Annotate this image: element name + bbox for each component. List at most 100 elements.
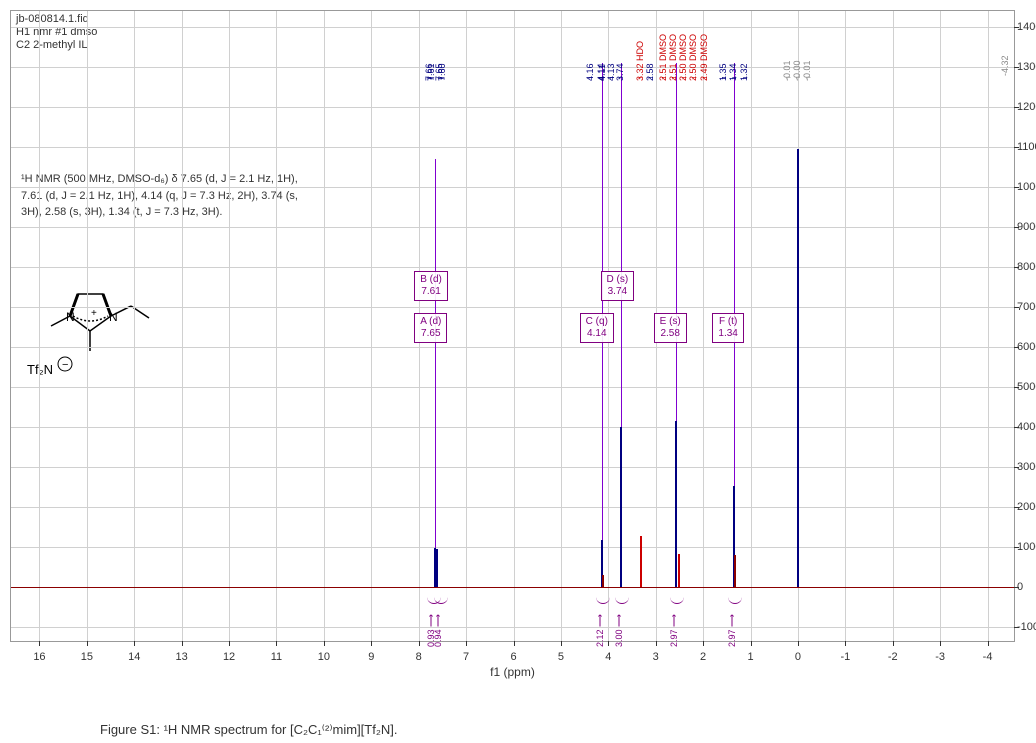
peak-box-val: 3.74 [607, 286, 629, 298]
y-tick-label: 1000 [1017, 541, 1036, 553]
peak-box-name: C (q) [586, 316, 608, 328]
peak-label-box: E (s)2.58 [654, 313, 687, 343]
x-tick-mark [893, 641, 894, 646]
x-tick-mark [39, 641, 40, 646]
peak-bracket: ⌐ [588, 73, 593, 82]
x-tick-label: 14 [128, 651, 140, 663]
y-tick-mark [1014, 427, 1019, 428]
y-tick-mark [1014, 627, 1019, 628]
nmr-peak [797, 149, 799, 587]
peak-marker-line [734, 63, 735, 486]
x-tick-mark [751, 641, 752, 646]
peak-bracket: ⌐ [786, 73, 791, 82]
nmr-peak [734, 555, 736, 587]
x-tick-label: 5 [558, 651, 564, 663]
peak-bracket: ⌐ [692, 73, 697, 82]
y-tick-mark [1014, 27, 1019, 28]
y-tick-mark [1014, 387, 1019, 388]
x-tick-mark [514, 641, 515, 646]
grid-h [11, 107, 1014, 108]
grid-h [11, 627, 1014, 628]
x-tick-mark [608, 641, 609, 646]
peak-box-name: B (d) [420, 274, 442, 286]
nmr-peak [640, 536, 642, 587]
peak-label-box: A (d)7.65 [414, 313, 447, 343]
x-tick-label: 8 [416, 651, 422, 663]
grid-h [11, 507, 1014, 508]
peak-bracket: ⌐ [672, 73, 677, 82]
x-tick-label: 15 [81, 651, 93, 663]
x-tick-label: 16 [33, 651, 45, 663]
y-tick-label: 13000 [1017, 61, 1036, 73]
integral-label: 3.00 ⟶ [614, 614, 625, 647]
x-tick-label: 13 [176, 651, 188, 663]
desc-line-1: ¹H NMR (500 MHz, DMSO-d₆) δ 7.65 (d, J =… [21, 171, 298, 188]
y-tick-mark [1014, 267, 1019, 268]
nmr-peak [436, 549, 438, 587]
peak-box-val: 7.61 [420, 286, 442, 298]
x-tick-label: -4 [983, 651, 993, 663]
x-tick-label: -2 [888, 651, 898, 663]
integral-curve [615, 594, 629, 604]
peak-bracket: ⌐ [722, 73, 727, 82]
peak-bracket: ⌐ [732, 73, 737, 82]
x-tick-mark [466, 641, 467, 646]
x-tick-label: 3 [653, 651, 659, 663]
x-tick-label: 10 [318, 651, 330, 663]
grid-h [11, 347, 1014, 348]
integral-label: 2.12 ⟶ [595, 614, 606, 647]
x-tick-label: -1 [840, 651, 850, 663]
peak-bracket: ⌐ [682, 73, 687, 82]
y-tick-mark [1014, 227, 1019, 228]
header-line-1: jb-080814.1.fid [16, 13, 89, 25]
y-tick-label: 0 [1017, 581, 1036, 593]
peak-box-val: 4.14 [586, 328, 608, 340]
y-tick-label: 9000 [1017, 221, 1036, 233]
svg-text:+: + [91, 308, 97, 319]
peak-label-box: D (s)3.74 [601, 271, 635, 301]
grid-h [11, 267, 1014, 268]
peak-bracket: ⌐ [638, 73, 643, 82]
peak-bracket: ⌐ [743, 73, 748, 82]
desc-line-3: 3H), 2.58 (s, 3H), 1.34 (t, J = 7.3 Hz, … [21, 204, 298, 221]
y-tick-label: 4000 [1017, 421, 1036, 433]
x-tick-mark [845, 641, 846, 646]
x-tick-mark [656, 641, 657, 646]
peak-marker-line [621, 63, 622, 427]
peak-bracket: ⌐ [618, 73, 623, 82]
baseline [11, 587, 1014, 588]
y-tick-label: 10000 [1017, 181, 1036, 193]
y-tick-mark [1014, 147, 1019, 148]
x-tick-mark [324, 641, 325, 646]
y-tick-label: 14000 [1017, 21, 1036, 33]
peak-box-name: A (d) [420, 316, 441, 328]
x-tick-mark [940, 641, 941, 646]
x-tick-mark [703, 641, 704, 646]
peak-label-box: B (d)7.61 [414, 271, 448, 301]
peak-box-val: 7.65 [420, 328, 441, 340]
integral-curve [728, 594, 742, 604]
x-tick-label: 9 [368, 651, 374, 663]
x-tick-mark [134, 641, 135, 646]
y-tick-label: -1000 [1017, 621, 1036, 633]
grid-h [11, 427, 1014, 428]
x-tick-label: 7 [463, 651, 469, 663]
peak-bracket: ⌐ [648, 73, 653, 82]
x-tick-label: 12 [223, 651, 235, 663]
x-tick-mark [798, 641, 799, 646]
grid-h [11, 227, 1014, 228]
y-tick-mark [1014, 587, 1019, 588]
desc-line-2: 7.61 (d, J = 2.1 Hz, 1H), 4.14 (q, J = 7… [21, 188, 298, 205]
edge-annotation: -4.32 [1000, 55, 1010, 76]
x-tick-label: 2 [700, 651, 706, 663]
grid-h [11, 27, 1014, 28]
header-line-3: C2 2-methyl IL [16, 39, 88, 51]
x-tick-mark [182, 641, 183, 646]
peak-bracket: ⌐ [806, 73, 811, 82]
grid-h [11, 467, 1014, 468]
nmr-peak [620, 427, 622, 587]
peak-box-val: 2.58 [660, 328, 681, 340]
peak-bracket: ⌐ [440, 73, 445, 82]
nmr-plot-area: jb-080814.1.fid H1 nmr #1 dmso C2 2-meth… [10, 10, 1015, 642]
y-tick-mark [1014, 307, 1019, 308]
